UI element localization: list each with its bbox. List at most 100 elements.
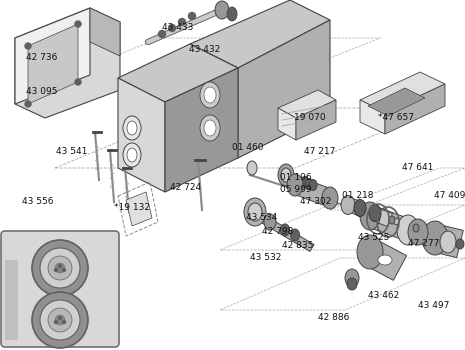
Ellipse shape [247, 161, 257, 175]
Polygon shape [296, 100, 336, 140]
Circle shape [159, 30, 166, 37]
Circle shape [62, 268, 66, 272]
Text: 43 095: 43 095 [26, 88, 58, 97]
Ellipse shape [413, 224, 419, 232]
Circle shape [168, 25, 175, 32]
Ellipse shape [123, 116, 141, 140]
Text: 47 641: 47 641 [402, 163, 434, 173]
Ellipse shape [127, 121, 137, 135]
Ellipse shape [456, 239, 464, 249]
Ellipse shape [291, 229, 299, 241]
Polygon shape [391, 217, 417, 231]
Ellipse shape [204, 87, 216, 103]
Ellipse shape [389, 216, 395, 224]
Circle shape [75, 21, 81, 27]
Circle shape [40, 300, 80, 340]
Text: 43 541: 43 541 [56, 147, 88, 156]
Circle shape [48, 308, 72, 332]
Ellipse shape [244, 198, 266, 226]
Ellipse shape [309, 180, 317, 190]
Ellipse shape [204, 120, 216, 136]
Polygon shape [368, 88, 425, 116]
Polygon shape [347, 198, 392, 226]
Text: 42 835: 42 835 [282, 241, 314, 251]
Polygon shape [165, 68, 238, 192]
Text: 42 724: 42 724 [171, 183, 201, 192]
Polygon shape [364, 240, 406, 280]
Text: 01 218: 01 218 [342, 191, 374, 201]
Circle shape [54, 321, 58, 323]
Text: 01 196: 01 196 [280, 174, 312, 182]
Text: 01 460: 01 460 [232, 144, 264, 153]
Polygon shape [90, 8, 120, 56]
Text: 42 736: 42 736 [27, 54, 58, 63]
Text: 43 532: 43 532 [250, 253, 282, 262]
Text: 43 462: 43 462 [368, 292, 399, 301]
Ellipse shape [123, 143, 141, 167]
Polygon shape [278, 108, 296, 140]
Circle shape [32, 240, 88, 296]
Circle shape [188, 13, 195, 20]
Polygon shape [118, 78, 165, 192]
Polygon shape [28, 24, 78, 104]
Circle shape [54, 268, 58, 272]
Text: *47 657: *47 657 [378, 113, 414, 122]
Ellipse shape [397, 215, 419, 245]
Polygon shape [15, 8, 120, 118]
Ellipse shape [215, 1, 229, 19]
Circle shape [59, 316, 61, 320]
Polygon shape [415, 223, 451, 252]
Text: 47 217: 47 217 [304, 147, 336, 156]
Ellipse shape [227, 7, 237, 21]
Polygon shape [292, 176, 333, 206]
Circle shape [55, 263, 65, 273]
Polygon shape [360, 100, 385, 134]
Ellipse shape [422, 221, 448, 255]
Text: 05 999: 05 999 [280, 186, 312, 195]
Polygon shape [385, 84, 445, 134]
Text: 42 886: 42 886 [319, 314, 350, 322]
Circle shape [59, 265, 61, 267]
Ellipse shape [345, 269, 359, 287]
Ellipse shape [322, 187, 338, 209]
Circle shape [75, 79, 81, 85]
Circle shape [62, 321, 66, 323]
Ellipse shape [360, 202, 380, 230]
Text: 42 798: 42 798 [262, 228, 294, 237]
Text: 43 432: 43 432 [189, 46, 220, 55]
Ellipse shape [357, 235, 383, 269]
Text: 47 302: 47 302 [300, 197, 332, 206]
Text: 43 433: 43 433 [162, 23, 194, 33]
Ellipse shape [305, 178, 313, 189]
Circle shape [25, 101, 31, 107]
Text: 47 277: 47 277 [408, 239, 440, 248]
Ellipse shape [200, 82, 220, 108]
Ellipse shape [278, 164, 294, 186]
Polygon shape [190, 0, 330, 68]
Text: 47 409: 47 409 [434, 191, 465, 201]
Circle shape [40, 248, 80, 288]
Ellipse shape [408, 219, 428, 245]
Text: 19 070: 19 070 [294, 113, 326, 122]
Ellipse shape [248, 203, 262, 221]
Circle shape [55, 315, 65, 325]
Ellipse shape [127, 148, 137, 162]
Text: 43 534: 43 534 [246, 214, 278, 223]
Circle shape [48, 256, 72, 280]
Polygon shape [238, 20, 330, 158]
FancyBboxPatch shape [1, 231, 119, 347]
Circle shape [179, 19, 186, 26]
Polygon shape [432, 224, 463, 258]
Text: 43 525: 43 525 [359, 233, 390, 243]
Ellipse shape [347, 278, 357, 290]
Polygon shape [360, 72, 445, 112]
Text: 43 556: 43 556 [22, 197, 54, 206]
Polygon shape [118, 44, 238, 102]
Ellipse shape [301, 176, 309, 188]
Polygon shape [190, 44, 238, 158]
Ellipse shape [264, 214, 276, 230]
Polygon shape [5, 260, 18, 340]
Text: 43 497: 43 497 [418, 301, 450, 310]
Ellipse shape [200, 115, 220, 141]
Polygon shape [366, 206, 412, 240]
